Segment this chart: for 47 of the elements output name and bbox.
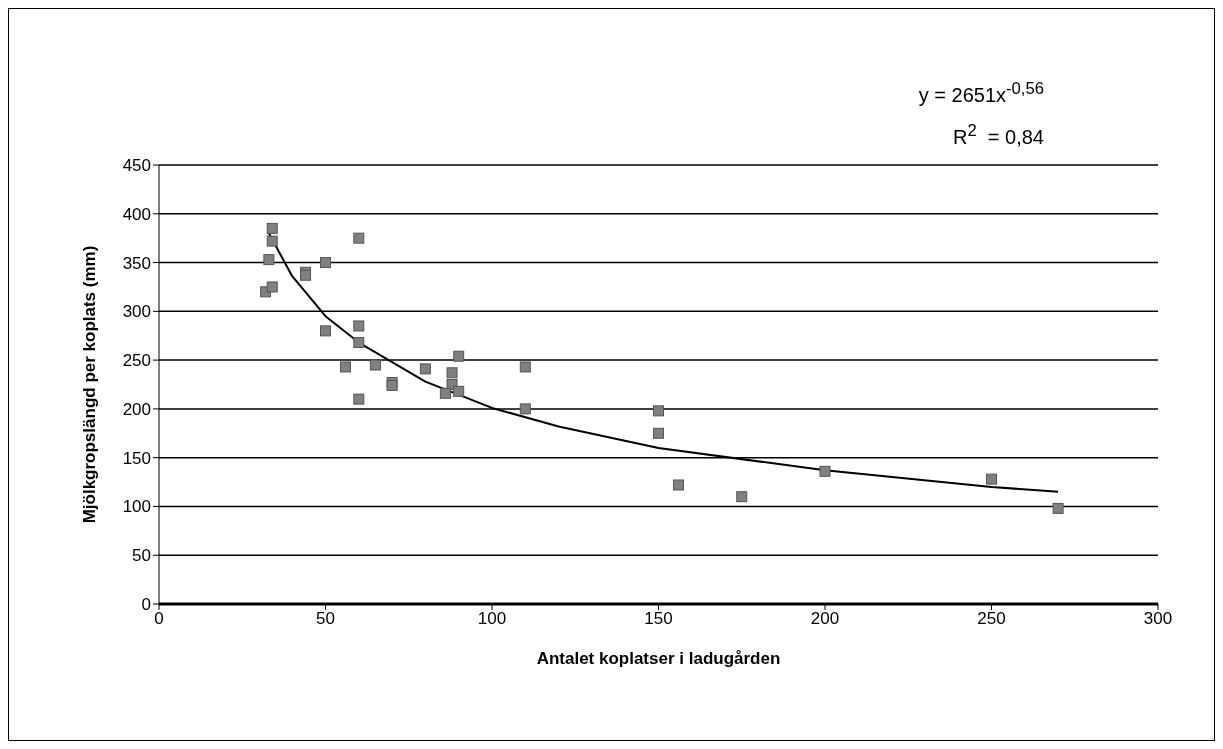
point <box>653 405 664 417</box>
y-tick-label: 200 <box>122 399 151 419</box>
x-tick-label: 200 <box>810 609 840 629</box>
y-tick-label: 50 <box>132 546 151 566</box>
point <box>353 393 365 405</box>
point <box>369 359 381 371</box>
x-tick-label: 0 <box>154 609 164 629</box>
point <box>519 361 531 373</box>
x-tick-label: 250 <box>977 609 1006 629</box>
point <box>819 465 831 477</box>
y-tick-label: 150 <box>122 448 151 468</box>
point <box>266 235 278 247</box>
point <box>453 385 465 397</box>
point <box>353 337 365 349</box>
text: R$^{2}$ = 0,84 <box>953 121 1044 149</box>
point <box>339 361 351 373</box>
point <box>653 427 664 439</box>
point <box>672 479 684 491</box>
y-tick-label: 100 <box>122 497 151 517</box>
y-tick-label: 0 <box>141 595 151 615</box>
point <box>263 254 275 266</box>
point <box>519 403 531 415</box>
point <box>320 325 331 337</box>
x-tick-label: 100 <box>477 609 507 629</box>
x-tick-label: 300 <box>1143 609 1173 629</box>
point <box>439 387 451 399</box>
point <box>446 367 458 379</box>
y-axis-title: Mjölkgropslängd per koplats (mm) <box>80 245 100 524</box>
point <box>986 473 997 485</box>
y-tick-label: 400 <box>122 204 151 224</box>
y-tick-label: 300 <box>122 302 151 322</box>
y-tick-label: 350 <box>122 253 151 273</box>
x-axis-title: Antalet koplatser i ladugården <box>536 649 781 668</box>
point <box>266 222 278 234</box>
point <box>453 350 465 362</box>
point <box>266 281 278 293</box>
x-tick-label: 50 <box>316 609 335 629</box>
point <box>320 257 331 269</box>
x-tick-label: 150 <box>644 609 673 629</box>
point <box>353 320 365 332</box>
y-tick-label: 450 <box>122 156 151 176</box>
point <box>419 363 431 375</box>
point <box>736 491 748 503</box>
point <box>1052 502 1064 514</box>
point <box>353 232 365 244</box>
y-tick-label: 250 <box>122 351 151 371</box>
text: y = 2651x$^{-0,56}$ <box>918 79 1044 107</box>
